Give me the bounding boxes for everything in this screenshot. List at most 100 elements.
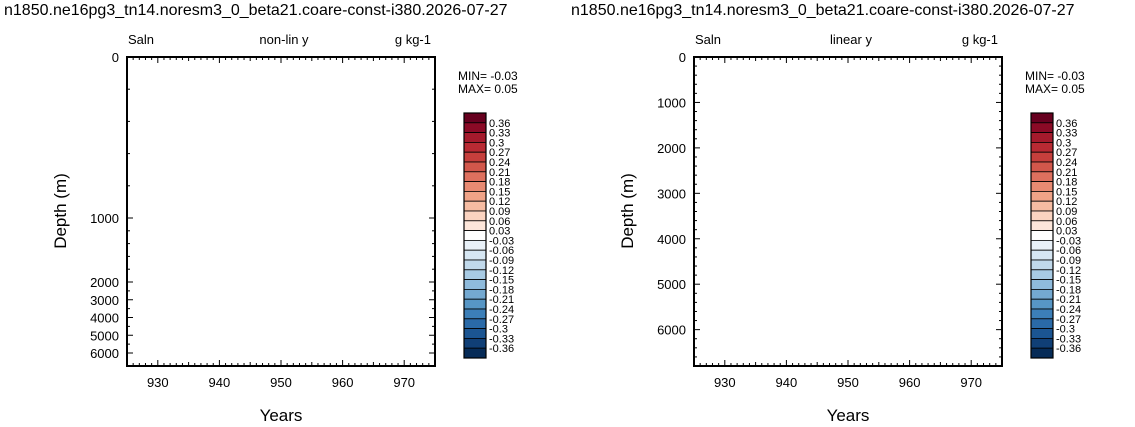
colorbar-label: 0.21 (1056, 167, 1077, 179)
x-tick-label: 940 (776, 375, 798, 390)
colorbar-swatch (1030, 112, 1054, 124)
colorbar-swatch (1030, 210, 1054, 222)
colorbar-label: -0.3 (489, 324, 508, 336)
x-tick-label: 950 (837, 375, 859, 390)
colorbar-swatch (463, 112, 487, 124)
colorbar-label: -0.18 (489, 284, 514, 296)
y-tick-label: 5000 (657, 277, 686, 292)
colorbar-label: 0.24 (489, 157, 510, 169)
colorbar-label: 0.21 (489, 167, 510, 179)
colorbar-label: -0.36 (489, 343, 514, 355)
colorbar-label: 0.3 (489, 137, 504, 149)
colorbar-swatch (463, 308, 487, 320)
colorbar-swatch (463, 337, 487, 349)
x-axis-title: Years (827, 406, 870, 425)
colorbar-swatch (463, 347, 487, 359)
axis-type-label: non-lin y (259, 32, 309, 47)
colorbar-swatch (1030, 230, 1054, 241)
colorbar-swatch (1030, 298, 1054, 310)
colorbar-swatch (1030, 259, 1054, 271)
y-tick-label: 3000 (657, 186, 686, 201)
colorbar-swatch (1030, 328, 1054, 339)
x-tick-label: 940 (209, 375, 231, 390)
colorbar-swatch (463, 141, 487, 153)
colorbar-swatch (1030, 308, 1054, 320)
colorbar-swatch (463, 230, 487, 241)
anomaly-patch (250, 57, 263, 82)
colorbar-label: 0.09 (1056, 206, 1077, 218)
colorbar-label: -0.06 (1056, 245, 1081, 257)
colorbar-frame (463, 112, 487, 359)
colorbar-swatch (463, 132, 487, 143)
colorbar-swatch (463, 190, 487, 202)
y-axis-title: Depth (m) (618, 173, 637, 249)
max-label: MAX= 0.05 (1025, 82, 1085, 96)
colorbar-swatch (463, 171, 487, 183)
chart-panel-nonlinear: 930 940 950 960 970 0 1000 2000 3000 4000 5000 6000… (51, 32, 518, 425)
max-label: MAX= 0.05 (458, 82, 518, 96)
colorbar-label: 0.12 (1056, 196, 1077, 208)
colorbar-swatch (463, 210, 487, 222)
colorbar-swatch (1030, 132, 1054, 143)
colorbar-swatch (463, 318, 487, 329)
colorbar-label: -0.15 (1056, 275, 1081, 287)
colorbar-label: 0.33 (489, 128, 510, 140)
colorbar-label: 0.09 (489, 206, 510, 218)
y-tick-label: 0 (679, 50, 686, 65)
colorbar-swatch (1030, 337, 1054, 349)
colorbar-label: 0.06 (489, 216, 510, 228)
colorbar-label: -0.33 (1056, 333, 1081, 345)
colorbar-swatch (463, 122, 487, 134)
colorbar-label: -0.24 (489, 304, 514, 316)
plot-title-left: n1850.ne16pg3_tn14.noresm3_0_beta21.coar… (4, 2, 508, 19)
colorbar-label: -0.03 (1056, 235, 1081, 247)
colorbar-label: -0.36 (1056, 343, 1081, 355)
colorbar-swatch (463, 161, 487, 173)
colorbar-label: -0.18 (1056, 284, 1081, 296)
y-tick-label: 1000 (657, 95, 686, 110)
colorbar-label: 0.12 (489, 196, 510, 208)
units-label: g kg-1 (962, 32, 998, 47)
colorbar-label: 0.15 (1056, 186, 1077, 198)
colorbar-swatch (1030, 161, 1054, 173)
x-tick-label: 960 (332, 375, 354, 390)
colorbar-label: 0.27 (1056, 147, 1077, 159)
min-label: MIN= -0.03 (1025, 69, 1085, 83)
anomaly-patch (342, 57, 350, 64)
colorbar-label: -0.33 (489, 333, 514, 345)
colorbar-swatch (1030, 141, 1054, 153)
colorbar-label: 0.15 (489, 186, 510, 198)
chart-panel-linear: 930 940 950 960 970 0 1000 2000 3000 4000 5000 6000… (618, 32, 1085, 425)
colorbar-swatch (463, 181, 487, 192)
colorbar-label: -0.3 (1056, 324, 1075, 336)
colorbar-label: 0.03 (489, 226, 510, 238)
x-tick-label: 970 (960, 375, 982, 390)
colorbar-label: 0.33 (1056, 128, 1077, 140)
colorbar-label: 0.18 (1056, 177, 1077, 189)
colorbar-swatch (1030, 288, 1054, 300)
colorbar-swatch (1030, 171, 1054, 183)
x-tick-label: 960 (899, 375, 921, 390)
colorbar-swatch (463, 279, 487, 290)
y-tick-label: 6000 (90, 346, 119, 361)
x-tick-label: 930 (147, 375, 169, 390)
colorbar-swatch (1030, 151, 1054, 163)
y-tick-label: 4000 (90, 311, 119, 326)
colorbar-label: -0.24 (1056, 304, 1081, 316)
y-tick-label: 2000 (657, 141, 686, 156)
colorbar-swatch (1030, 239, 1054, 251)
colorbar-swatch (463, 220, 487, 232)
colorbar-label: -0.15 (489, 275, 514, 287)
colorbar-swatch (463, 298, 487, 310)
plot-frame (126, 56, 436, 367)
y-tick-label: 2000 (90, 275, 119, 290)
colorbar-label: -0.06 (489, 245, 514, 257)
colorbar-label: -0.09 (1056, 255, 1081, 267)
anomaly-patch (354, 57, 374, 83)
colorbar-swatch (1030, 249, 1054, 261)
colorbar-swatch (463, 328, 487, 339)
x-axis-title: Years (260, 406, 303, 425)
y-tick-label: 5000 (90, 328, 119, 343)
variable-label: Saln (695, 32, 721, 47)
x-tick-label: 970 (393, 375, 415, 390)
